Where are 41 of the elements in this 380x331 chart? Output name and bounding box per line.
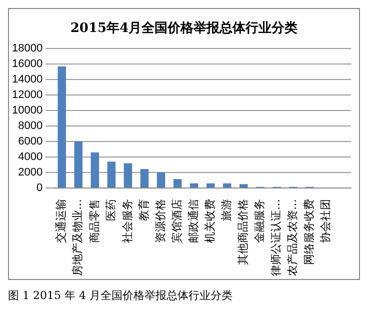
x-tick-label: 机关收费 — [203, 199, 216, 243]
bar — [156, 172, 166, 188]
y-tick-label: 18000 — [12, 42, 43, 55]
x-tick-label: 网络服务收费 — [302, 199, 316, 265]
bar — [190, 183, 198, 188]
bar — [240, 184, 248, 188]
caption: 图 1 2015 年 4 月全国价格举报总体行业分类 — [8, 288, 234, 303]
bar — [140, 169, 149, 188]
y-tick-label: 2000 — [18, 166, 43, 179]
x-tick-label: 交通运输 — [54, 199, 68, 243]
bar — [58, 66, 66, 188]
y-tick-label: 8000 — [18, 120, 43, 132]
x-tick-label: 医药 — [104, 199, 118, 221]
bar — [90, 152, 100, 188]
x-tick-label: 社会服务 — [120, 199, 134, 243]
y-tick-label: 6000 — [18, 136, 43, 148]
bar — [173, 179, 182, 188]
x-tick-label: 商品零售 — [88, 199, 101, 243]
x-tick-label: 律师公证认证… — [270, 199, 283, 276]
bar — [222, 183, 232, 188]
y-tick-label: 4000 — [18, 151, 43, 164]
y-tick-label: 12000 — [12, 89, 43, 102]
x-tick-label: 金融服务 — [253, 199, 266, 243]
bar — [107, 162, 116, 188]
x-tick-label: 协会社团 — [319, 199, 332, 243]
y-tick-label: 0 — [36, 182, 43, 194]
chart-title: 2015年4月全国价格举报总体行业分类 — [70, 20, 298, 36]
x-tick-label: 资源价格 — [154, 199, 167, 243]
x-tick-label: 其他商品价格 — [236, 199, 250, 265]
x-tick-label: 邮政通信 — [186, 199, 200, 243]
x-tick-label: 房地产及物业… — [71, 199, 84, 276]
y-tick-label: 10000 — [12, 104, 43, 117]
x-tick-label: 教育 — [137, 199, 150, 221]
bar — [206, 183, 215, 188]
y-tick-label: 14000 — [12, 74, 43, 86]
y-tick-label: 16000 — [12, 58, 43, 70]
x-tick-label: 旅游 — [220, 199, 233, 221]
x-tick-label: 农产品及农资… — [286, 199, 300, 276]
bar — [124, 163, 132, 188]
x-tick-label: 宾馆酒店 — [170, 199, 184, 243]
bar — [74, 142, 83, 188]
